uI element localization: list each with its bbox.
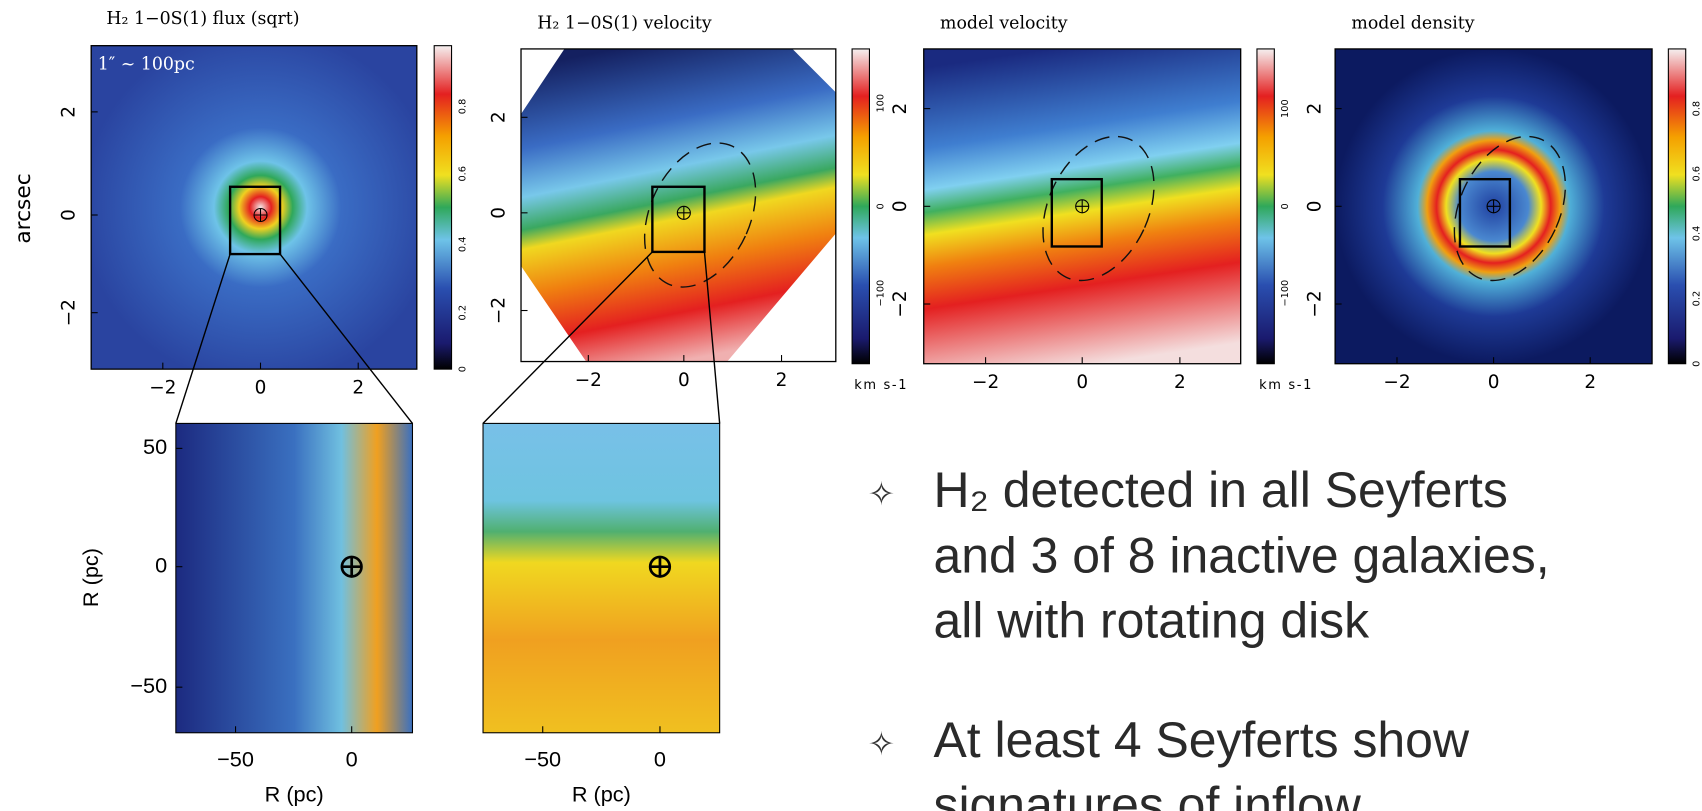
map-frame — [520, 48, 837, 363]
x-tick-label: −2 — [575, 370, 602, 391]
y-tick-label: −2 — [488, 297, 509, 324]
colorbar-tick-label: 0.8 — [1692, 101, 1702, 117]
colorbar-tick-label: 0.2 — [457, 305, 468, 321]
zoom-box — [651, 185, 706, 254]
colorbar-tick-label: 0.6 — [1692, 166, 1702, 182]
nucleus-cross — [677, 206, 691, 220]
nucleus-cross — [341, 556, 362, 577]
x-tick-label: −50 — [217, 747, 254, 772]
x-tick-label: 0 — [255, 378, 267, 399]
colorbar-tick-label: 0 — [875, 203, 886, 209]
colorbar-tick-label: −100 — [1280, 280, 1291, 307]
scale-note: 1″ ~ 100pc — [98, 55, 195, 75]
y-tick-label: 0 — [890, 200, 911, 212]
zoom-map — [175, 422, 414, 734]
nucleus-cross — [1075, 199, 1089, 213]
y-tick-label: −50 — [130, 673, 167, 698]
bullet-text: signatures of inflow — [933, 777, 1361, 811]
x-axis-label: R (pc) — [572, 781, 631, 806]
x-tick-label: −2 — [1383, 372, 1410, 393]
zoom-box — [1050, 177, 1103, 248]
zoom-box — [1458, 177, 1512, 248]
colorbar-tick-label: 0.8 — [457, 99, 468, 115]
x-tick-label: −2 — [149, 378, 176, 399]
colorbar-tick-label: 100 — [875, 94, 886, 113]
zoom-box — [228, 185, 282, 256]
map-image — [91, 45, 417, 370]
x-tick-label: 2 — [776, 370, 788, 391]
bullet-text: H₂ detected in all Seyferts — [933, 462, 1507, 518]
y-tick-label: 2 — [890, 103, 911, 115]
colorbar-tick-label: 0.4 — [457, 237, 468, 253]
colorbar-tick-label: 0 — [1692, 361, 1702, 367]
nucleus-cross — [1487, 199, 1501, 213]
colorbar — [1256, 48, 1275, 365]
colorbar — [1667, 48, 1687, 365]
colorbar-tick-label: 100 — [1280, 99, 1291, 118]
x-tick-label: 2 — [352, 378, 364, 399]
y-tick-label: −2 — [890, 290, 911, 317]
nucleus-cross — [650, 556, 670, 577]
colorbar — [851, 48, 870, 365]
colorbar-unit: km s-1 — [1259, 378, 1313, 393]
y-tick-label: 2 — [488, 111, 509, 123]
x-tick-label: −2 — [972, 372, 999, 393]
panel-title: H₂ 1−0S(1) flux (sqrt) — [106, 9, 299, 29]
zoom-connector — [703, 251, 721, 424]
y-tick-label: 0 — [488, 207, 509, 219]
y-tick-label: 0 — [155, 552, 167, 577]
panel-title: model velocity — [940, 13, 1068, 33]
bullet-icon: ✧ — [868, 725, 895, 763]
zoom-connector — [175, 253, 231, 424]
x-tick-label: 0 — [1076, 372, 1088, 393]
bullet-text: At least 4 Seyferts show — [933, 712, 1469, 768]
y-tick-label: −2 — [1305, 290, 1326, 317]
colorbar-tick-label: 0 — [457, 366, 468, 372]
x-tick-label: 0 — [1488, 372, 1500, 393]
colorbar — [433, 45, 453, 370]
y-axis-label: R (pc) — [78, 548, 103, 607]
nucleus-cross — [253, 208, 268, 222]
y-tick-label: 0 — [1305, 200, 1326, 212]
colorbar-unit: km s-1 — [854, 378, 908, 393]
bullet-text: all with rotating disk — [933, 592, 1370, 648]
map-frame — [90, 45, 418, 370]
zoom-connector — [279, 253, 414, 424]
colorbar-tick-label: 0.4 — [1692, 226, 1702, 242]
panel-title: H₂ 1−0S(1) velocity — [537, 13, 712, 33]
zoom-map — [482, 422, 721, 734]
x-tick-label: 2 — [1174, 372, 1186, 393]
map-mask — [521, 48, 836, 362]
x-tick-label: 0 — [654, 747, 666, 772]
x-tick-label: 0 — [678, 370, 690, 391]
axis-label: arcsec — [11, 173, 36, 243]
y-tick-label: 2 — [58, 106, 79, 118]
bullet-icon: ✧ — [868, 475, 895, 513]
x-tick-label: 2 — [1584, 372, 1596, 393]
y-tick-label: 2 — [1305, 103, 1326, 115]
colorbar-tick-label: 0.6 — [457, 166, 468, 182]
y-tick-label: 0 — [58, 209, 79, 221]
x-tick-label: −50 — [524, 747, 561, 772]
panel-title: model density — [1351, 13, 1474, 33]
colorbar-tick-label: −100 — [875, 280, 886, 307]
y-tick-label: −2 — [58, 299, 79, 326]
colorbar-tick-label: 0 — [1280, 203, 1291, 209]
x-tick-label: 0 — [346, 747, 358, 772]
bullet-text: and 3 of 8 inactive galaxies, — [933, 527, 1549, 583]
y-tick-label: 50 — [143, 434, 167, 459]
x-axis-label: R (pc) — [265, 781, 324, 806]
colorbar-tick-label: 0.2 — [1692, 291, 1702, 307]
zoom-connector — [482, 251, 653, 424]
